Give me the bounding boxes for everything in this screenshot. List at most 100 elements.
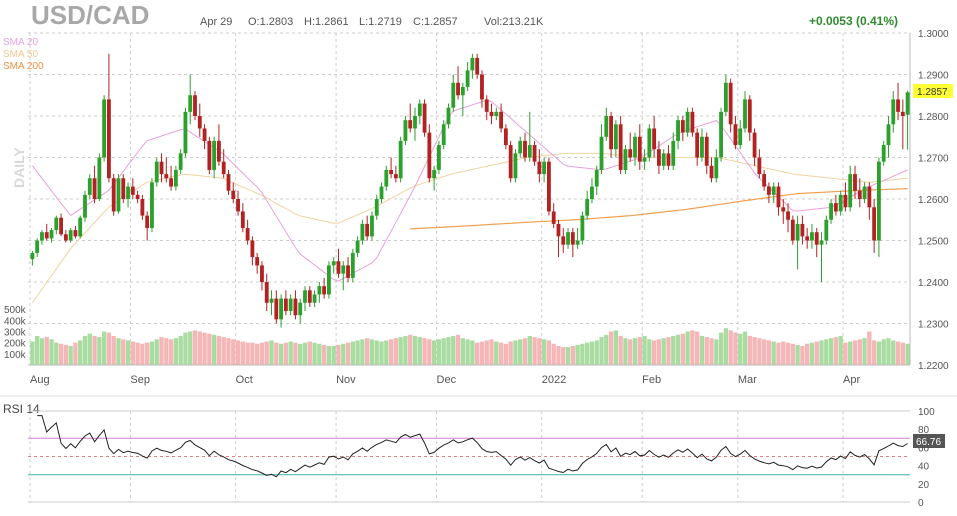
volume-bar [656,339,662,365]
volume-bar [704,337,709,365]
candle-body [365,223,370,237]
volume-bar [871,340,877,365]
candle-body [217,140,221,162]
volume-bar [695,331,700,365]
candle-body [814,232,819,245]
candle-body [723,82,728,112]
candle-body [494,111,499,116]
month-tick-label: Feb [642,374,661,386]
candle-body [676,120,680,141]
volume-bar [302,342,308,365]
candle-body [886,124,891,146]
candle-body [140,199,145,216]
candle-body [762,174,767,187]
volume-bar [819,340,824,365]
volume-bar [264,341,269,365]
candle-body [403,120,408,141]
candle-body [513,153,518,179]
volume-bar [288,341,293,365]
candle-body [87,178,92,195]
volume-bar [709,338,714,365]
month-tick-label: Apr [843,374,860,386]
header-close: C:1.2857 [413,16,458,28]
price-tick-label: 1.3000 [918,29,949,40]
candle-body [881,145,886,162]
candle-body [44,232,49,239]
candle-body [896,99,900,112]
candle-body [795,223,800,241]
header-volume: Vol:213.21K [484,16,544,28]
volume-bar [513,340,518,365]
volume-bar [881,339,886,365]
interval-watermark: DAILY [11,147,27,188]
candle-body [508,145,513,179]
sma-20-line [32,99,908,282]
candles [30,53,910,328]
candle-body [307,290,312,303]
volume-bar [718,332,724,365]
candle-body [102,99,107,158]
volume-bar [321,344,327,365]
candle-body [126,186,130,199]
candle-body [451,82,456,108]
volume-bar [891,340,896,365]
candle-body [585,199,590,216]
volume-bar [541,339,547,365]
candle-body [116,178,121,212]
candle-body [250,240,255,258]
volume-bar [221,337,226,365]
volume-bar [580,343,585,365]
volume-bar [164,338,169,365]
volume-bar [365,338,370,365]
volume-bar [183,332,188,365]
candle-body [771,186,776,195]
candle-body [240,211,245,229]
volume-tick-label: 400k [4,316,27,327]
volume-bar [245,342,250,365]
candle-body [63,234,68,241]
candle-body [336,261,341,274]
volume-bar [546,340,552,365]
volume-bar [489,339,494,365]
rsi-value-tag-bg [913,434,945,448]
volume-bar [800,346,805,365]
candle-body [537,161,542,175]
price-tick-label: 1.2600 [918,195,949,206]
volume-bar [809,342,815,365]
candle-body [293,298,298,316]
volume-bar [197,331,202,365]
candle-body [59,217,63,235]
candle-body [360,223,365,241]
volume-bar [632,338,638,365]
volume-bar [647,339,652,365]
candle-body [255,257,260,266]
candle-body [719,111,723,158]
rsi-tick-label: 0 [918,498,924,509]
candle-body [570,232,575,245]
candle-body [872,207,877,241]
candle-body [900,111,905,116]
rsi-panel: 100 80 60 40 20 0 [28,407,935,509]
volume-bar [905,343,910,365]
volume-bar [336,344,341,365]
candle-body [183,111,188,154]
candle-body [346,265,350,278]
legend-sma-200: SMA 200 [3,61,44,72]
volume-bar [503,343,509,365]
candle-body [599,136,604,170]
candle-body [236,199,240,212]
candle-body [527,145,532,158]
volume-bar [269,340,274,365]
volume-bar [92,335,97,365]
volume-bar [589,341,595,365]
volume-bar [852,340,858,365]
volume-bar [154,339,159,365]
volume-bar [876,341,882,365]
candle-body [408,120,413,129]
candle-body [437,145,441,170]
symbol-title: USD/CAD [31,0,149,30]
candle-body [283,298,288,312]
candle-body [384,169,389,187]
